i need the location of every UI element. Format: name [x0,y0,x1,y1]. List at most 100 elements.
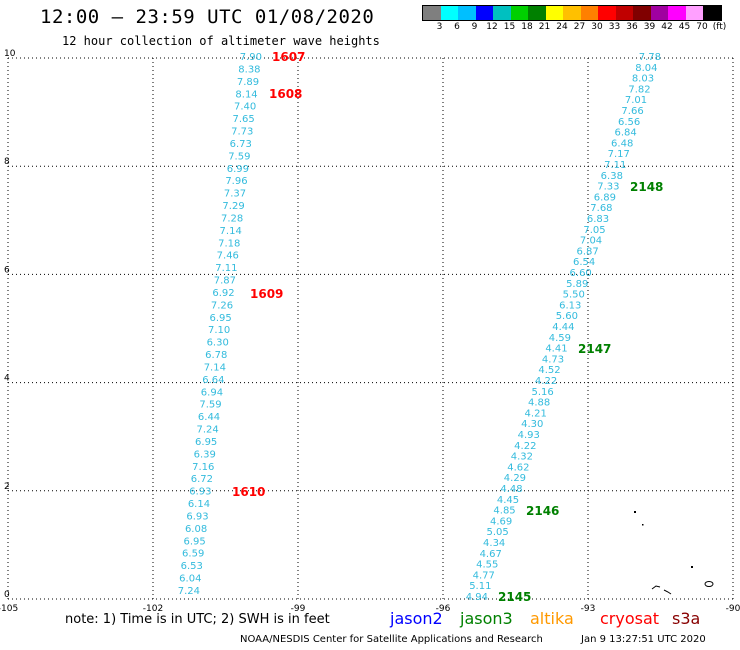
wave-height-label: 7.11 [604,160,626,171]
satellite-jason3-label: jason3 [460,609,513,628]
wave-height-label: 6.92 [212,288,234,299]
wave-height-label: 7.05 [583,225,605,236]
wave-height-label: 6.84 [615,128,637,139]
wave-height-label: 4.29 [504,473,526,484]
wave-height-label: 8.03 [632,74,654,85]
wave-height-label: 4.55 [476,560,498,571]
legend-tick-label: 36 [626,22,638,32]
wave-height-label: 4.45 [497,495,519,506]
y-tick-label: 6 [4,265,10,275]
wave-height-label: 7.01 [625,95,647,106]
generated-timestamp: Jan 9 13:27:51 UTC 2020 [581,634,706,645]
wave-height-label: 7.04 [580,236,602,247]
wave-height-label: 7.90 [240,52,262,63]
x-tick-label: -105 [0,604,18,614]
wave-height-label: 4.32 [511,452,533,463]
wave-height-label: 6.60 [570,268,592,279]
legend-swatch [650,6,668,20]
coastline-segment [663,589,672,595]
credit-text: NOAA/NESDIS Center for Satellite Applica… [240,634,543,645]
legend-tick-label: 30 [591,22,603,32]
x-tick-label: -96 [436,604,451,614]
x-tick-label: -93 [581,604,596,614]
island-dot [642,524,644,526]
legend-tick-label: 18 [521,22,533,32]
pass-time-label: 1608 [269,87,302,101]
legend-swatch [493,6,511,20]
wave-height-label: 6.56 [618,117,640,128]
wave-height-label: 6.04 [179,574,201,585]
y-tick-label: 2 [4,482,10,492]
wave-height-label: 7.96 [225,176,247,187]
wave-height-label: 6.89 [594,192,616,203]
wave-height-label: 4.77 [473,570,495,581]
wave-height-label: 5.16 [531,387,553,398]
color-scale-legend [422,5,722,21]
wave-height-label: 4.73 [542,354,564,365]
y-tick-label: 8 [4,157,10,167]
pass-time-label: 2148 [630,180,663,194]
wave-height-label: 6.38 [601,171,623,182]
wave-height-label: 4.85 [493,506,515,517]
legend-swatch [510,6,528,20]
y-tick-label: 4 [4,374,10,384]
legend-swatch [528,6,546,20]
legend-swatch [545,6,563,20]
legend-swatch [685,6,703,20]
y-tick-label: 10 [4,49,16,59]
legend-tick-label: 9 [471,22,478,32]
wave-height-label: 6.08 [185,524,207,535]
legend-swatch [423,6,441,20]
wave-height-label: 7.24 [196,425,218,436]
legend-swatch [633,6,651,20]
legend-tick-label: 15 [503,22,516,32]
wave-height-label: 6.48 [611,138,633,149]
wave-height-label: 4.21 [525,408,547,419]
wave-height-label: 4.69 [490,516,512,527]
legend-tick-label: 27 [573,22,586,32]
wave-height-label: 7.82 [628,84,650,95]
wave-height-label: 7.78 [639,52,661,63]
wave-height-label: 6.83 [587,214,609,225]
wave-height-label: 6.95 [184,536,206,547]
wave-height-label: 4.34 [483,538,505,549]
legend-swatch [458,6,476,20]
wave-height-label: 6.39 [194,449,216,460]
wave-height-label: 8.14 [235,89,257,100]
wave-height-label: 5.89 [566,279,588,290]
wave-height-label: 6.54 [573,257,595,268]
wave-height-label: 7.29 [222,201,244,212]
wave-height-label: 6.13 [559,300,581,311]
wave-height-label: 4.44 [552,322,574,333]
legend-swatch [475,6,493,20]
wave-height-label: 8.38 [238,64,260,75]
pass-time-label: 2145 [498,590,531,604]
wave-height-label: 6.64 [202,375,224,386]
wave-height-label: 4.22 [514,441,536,452]
wave-height-label: 7.66 [621,106,643,117]
wave-height-label: 7.17 [608,149,630,160]
wave-height-label: 7.26 [211,300,233,311]
wave-height-label: 6.72 [191,474,213,485]
legend-tick-label: 12 [486,22,498,32]
wave-height-label: 5.60 [556,311,578,322]
legend-swatch [440,6,458,20]
x-tick-label: -99 [291,604,306,614]
wave-height-label: 6.87 [576,246,598,257]
satellite-altika-label: altika [530,609,574,628]
wave-height-label: 7.89 [237,77,259,88]
map-subtitle: 12 hour collection of altimeter wave hei… [62,34,380,48]
pass-time-label: 2147 [578,342,611,356]
legend-tick-label: 33 [608,22,621,32]
wave-height-label: 7.16 [192,462,214,473]
wave-height-label: 6.59 [182,549,204,560]
wave-height-label: 4.52 [538,365,560,376]
legend-tick-label: 6 [454,22,460,32]
wave-height-label: 6.95 [209,313,231,324]
legend-swatch [668,6,686,20]
legend-tick-label: 3 [436,22,443,32]
wave-height-label: 7.59 [228,151,250,162]
legend-swatch [615,6,633,20]
wave-height-label: 6.44 [198,412,220,423]
